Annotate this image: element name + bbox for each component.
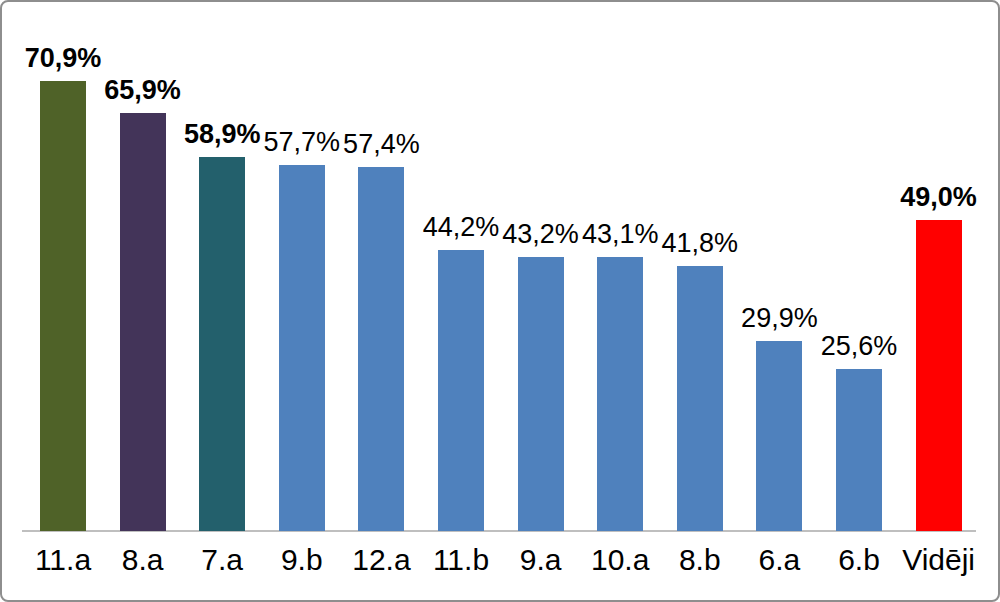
category-label: 8.a — [122, 545, 164, 575]
value-label: 49,0% — [900, 184, 977, 211]
value-label: 70,9% — [25, 45, 102, 72]
bar-Vidēji — [916, 220, 962, 531]
category-label: 6.b — [838, 545, 880, 575]
value-label: 58,9% — [184, 121, 261, 148]
bar-6.a — [756, 341, 802, 531]
bar-10.a — [597, 257, 643, 531]
category-label: Vidēji — [902, 545, 975, 575]
value-label: 41,8% — [662, 230, 739, 257]
value-label: 57,7% — [264, 129, 341, 156]
category-label: 6.a — [759, 545, 801, 575]
category-label: 9.a — [520, 545, 562, 575]
category-label: 8.b — [679, 545, 721, 575]
value-label: 44,2% — [423, 214, 500, 241]
value-label: 43,2% — [502, 221, 579, 248]
category-label: 11.a — [35, 545, 91, 575]
value-label: 57,4% — [343, 131, 420, 158]
value-label: 25,6% — [821, 333, 898, 360]
bar-11.a — [40, 81, 86, 531]
category-label: 11.b — [433, 545, 489, 575]
bar-chart: 70,9% 11.a 65,9% 8.a 58,9% 7.a 57,7% 9.b 57,4% 12… — [2, 2, 998, 600]
category-label: 10.a — [591, 545, 649, 575]
bar-7.a — [199, 157, 245, 531]
value-label: 65,9% — [104, 77, 181, 104]
category-label: 9.b — [281, 545, 323, 575]
bar-12.a — [358, 167, 404, 531]
chart-frame: 70,9% 11.a 65,9% 8.a 58,9% 7.a 57,7% 9.b 57,4% 12… — [0, 0, 1000, 602]
bar-6.b — [836, 369, 882, 531]
bar-9.a — [518, 257, 564, 531]
category-label: 7.a — [201, 545, 243, 575]
bar-8.b — [677, 266, 723, 531]
bar-11.b — [438, 250, 484, 531]
bar-8.a — [120, 113, 166, 531]
value-label: 29,9% — [741, 305, 818, 332]
bar-9.b — [279, 165, 325, 531]
value-label: 43,1% — [582, 221, 659, 248]
category-label: 12.a — [352, 545, 410, 575]
